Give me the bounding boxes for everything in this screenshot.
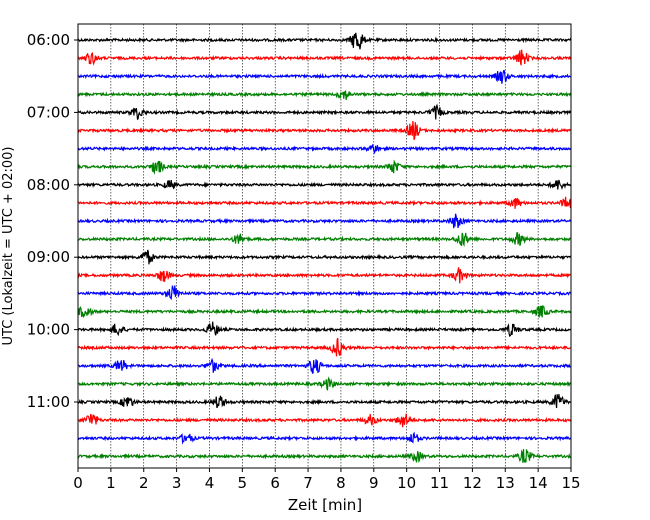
x-tick-label: 3 [172, 474, 182, 492]
seismic-trace [77, 267, 572, 284]
trace-group [77, 32, 572, 463]
y-tick-label: 06:00 [27, 31, 70, 49]
seismic-trace [77, 337, 572, 357]
seismic-trace [77, 305, 572, 318]
x-tick-label: 6 [270, 474, 280, 492]
seismic-trace [77, 449, 572, 463]
x-axis-ticks: 0 1 2 3 4 5 6 7 8 9 10 11 12 13 14 15 [73, 468, 581, 492]
seismic-trace [77, 103, 572, 121]
y-tick-label: 10:00 [27, 321, 70, 339]
x-tick-label: 14 [529, 474, 548, 492]
seismic-trace [77, 232, 572, 247]
x-tick-label: 0 [73, 474, 83, 492]
seismic-trace [77, 285, 572, 301]
seismic-trace [77, 143, 572, 155]
seismic-trace [77, 69, 572, 84]
y-tick-label: 11:00 [27, 393, 70, 411]
seismic-trace [77, 376, 572, 391]
x-tick-label: 13 [496, 474, 515, 492]
x-tick-label: 10 [397, 474, 416, 492]
seismic-trace [77, 159, 572, 175]
seismic-trace [77, 90, 572, 100]
plot-frame [77, 23, 572, 469]
x-tick-label: 12 [463, 474, 482, 492]
seismic-trace [77, 249, 572, 265]
seismic-trace [77, 413, 572, 428]
x-tick-label: 5 [238, 474, 248, 492]
y-tick-label: 07:00 [27, 103, 70, 121]
seismic-trace [77, 357, 572, 374]
x-tick-label: 9 [369, 474, 379, 492]
x-tick-label: 8 [336, 474, 346, 492]
x-tick-label: 7 [303, 474, 313, 492]
x-tick-label: 1 [106, 474, 116, 492]
y-axis-ticks: 06:00 07:00 08:00 09:00 10:00 11:00 [27, 31, 78, 411]
vertical-grid [110, 24, 539, 468]
seismic-trace [77, 121, 572, 140]
seismic-trace [77, 49, 572, 66]
x-axis-label: Zeit [min] [288, 496, 362, 514]
x-tick-label: 11 [430, 474, 449, 492]
seismic-trace [77, 32, 572, 50]
x-tick-label: 2 [139, 474, 149, 492]
seismic-trace [77, 196, 572, 209]
x-tick-label: 4 [205, 474, 215, 492]
seismic-trace [77, 179, 572, 190]
y-tick-label: 08:00 [27, 176, 70, 194]
x-tick-label: 15 [561, 474, 580, 492]
seismic-trace [77, 321, 572, 338]
plot-area-background [78, 24, 571, 468]
seismic-trace [77, 213, 572, 229]
y-tick-label: 09:00 [27, 248, 70, 266]
y-axis-label: UTC (Lokalzeit = UTC + 02:00) [1, 147, 16, 346]
seismic-trace [77, 394, 572, 409]
seismic-trace [77, 431, 572, 445]
